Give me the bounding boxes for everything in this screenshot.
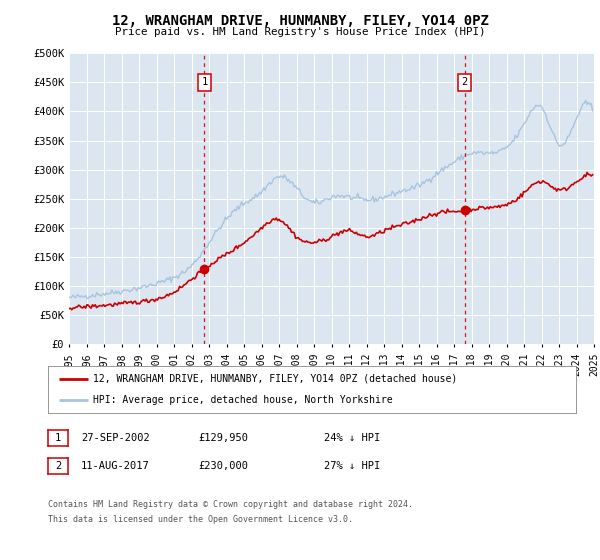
Text: 1: 1 — [202, 77, 208, 87]
Text: 2: 2 — [55, 461, 61, 471]
Text: £230,000: £230,000 — [198, 461, 248, 471]
Text: 12, WRANGHAM DRIVE, HUNMANBY, FILEY, YO14 0PZ: 12, WRANGHAM DRIVE, HUNMANBY, FILEY, YO1… — [112, 14, 488, 28]
Text: 11-AUG-2017: 11-AUG-2017 — [81, 461, 150, 471]
Text: £129,950: £129,950 — [198, 433, 248, 443]
Text: Price paid vs. HM Land Registry's House Price Index (HPI): Price paid vs. HM Land Registry's House … — [115, 27, 485, 37]
Text: 27% ↓ HPI: 27% ↓ HPI — [324, 461, 380, 471]
Text: 1: 1 — [55, 433, 61, 443]
Text: Contains HM Land Registry data © Crown copyright and database right 2024.: Contains HM Land Registry data © Crown c… — [48, 500, 413, 509]
Text: This data is licensed under the Open Government Licence v3.0.: This data is licensed under the Open Gov… — [48, 515, 353, 524]
Text: 12, WRANGHAM DRIVE, HUNMANBY, FILEY, YO14 0PZ (detached house): 12, WRANGHAM DRIVE, HUNMANBY, FILEY, YO1… — [93, 374, 457, 384]
Text: 24% ↓ HPI: 24% ↓ HPI — [324, 433, 380, 443]
Text: 27-SEP-2002: 27-SEP-2002 — [81, 433, 150, 443]
Text: HPI: Average price, detached house, North Yorkshire: HPI: Average price, detached house, Nort… — [93, 395, 392, 405]
Text: 2: 2 — [461, 77, 468, 87]
